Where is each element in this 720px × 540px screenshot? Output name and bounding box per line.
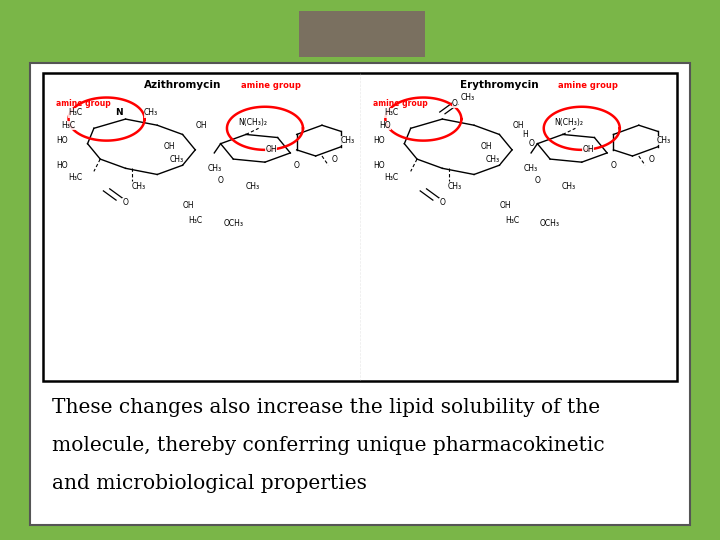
Text: H₃C: H₃C [384,173,399,182]
Text: CH₃: CH₃ [131,183,145,191]
Text: O: O [294,161,300,170]
Text: OH: OH [196,121,207,130]
Text: HO: HO [379,121,391,130]
Bar [43,73,677,381]
Text: HO: HO [56,136,68,145]
Text: O: O [611,161,616,170]
Text: CH₃: CH₃ [657,136,671,145]
Text: Erythromycin: Erythromycin [460,80,539,90]
Text: H₃C: H₃C [61,121,76,130]
Text: HO: HO [373,161,384,170]
Text: O: O [439,198,445,207]
Text: O: O [122,198,128,207]
Text: O: O [332,154,338,164]
Text: H₃C: H₃C [384,109,399,117]
Text: CH₃: CH₃ [246,183,259,191]
Text: HO: HO [373,136,384,145]
Text: H₃C: H₃C [68,109,82,117]
Text: N: N [115,109,123,117]
Text: O: O [452,99,458,108]
Text: OH: OH [183,201,194,210]
Text: CH₃: CH₃ [486,154,500,164]
Text: H₃C: H₃C [188,216,202,225]
Text: N(CH₃)₂: N(CH₃)₂ [554,118,584,127]
Text: Azithromycin: Azithromycin [144,80,221,90]
Text: CH₃: CH₃ [144,109,158,117]
Text: OH: OH [266,145,277,154]
Text: CH₃: CH₃ [461,93,474,102]
Text: CH₃: CH₃ [207,164,221,173]
Text: O: O [528,139,534,148]
Text: N(CH₃)₂: N(CH₃)₂ [238,118,267,127]
Bar [299,11,425,57]
Text: CH₃: CH₃ [524,164,538,173]
Text: H₃C: H₃C [68,173,82,182]
Text: CH₃: CH₃ [341,136,354,145]
Text: OH: OH [582,145,594,154]
Text: O: O [217,176,223,185]
Text: O: O [534,176,540,185]
Text: amine group: amine group [373,99,428,108]
Text: CH₃: CH₃ [448,183,462,191]
Text: OH: OH [500,201,511,210]
Text: OCH₃: OCH₃ [540,219,560,228]
Bar [30,63,690,525]
Text: amine group: amine group [558,80,618,90]
Text: O: O [649,154,654,164]
Text: OH: OH [164,142,176,151]
Text: OH: OH [513,121,524,130]
Text: OH: OH [481,142,492,151]
Text: H: H [522,130,528,139]
Text: molecule, thereby conferring unique pharmacokinetic: molecule, thereby conferring unique phar… [52,436,605,455]
Text: and microbiological properties: and microbiological properties [52,474,366,493]
Text: amine group: amine group [241,80,301,90]
Text: CH₃: CH₃ [562,183,576,191]
Text: These changes also increase the lipid solubility of the: These changes also increase the lipid so… [52,398,600,417]
Text: CH₃: CH₃ [169,154,184,164]
Text: amine group: amine group [56,99,111,108]
Text: H₃C: H₃C [505,216,519,225]
Text: HO: HO [56,161,68,170]
Text: OCH₃: OCH₃ [223,219,243,228]
